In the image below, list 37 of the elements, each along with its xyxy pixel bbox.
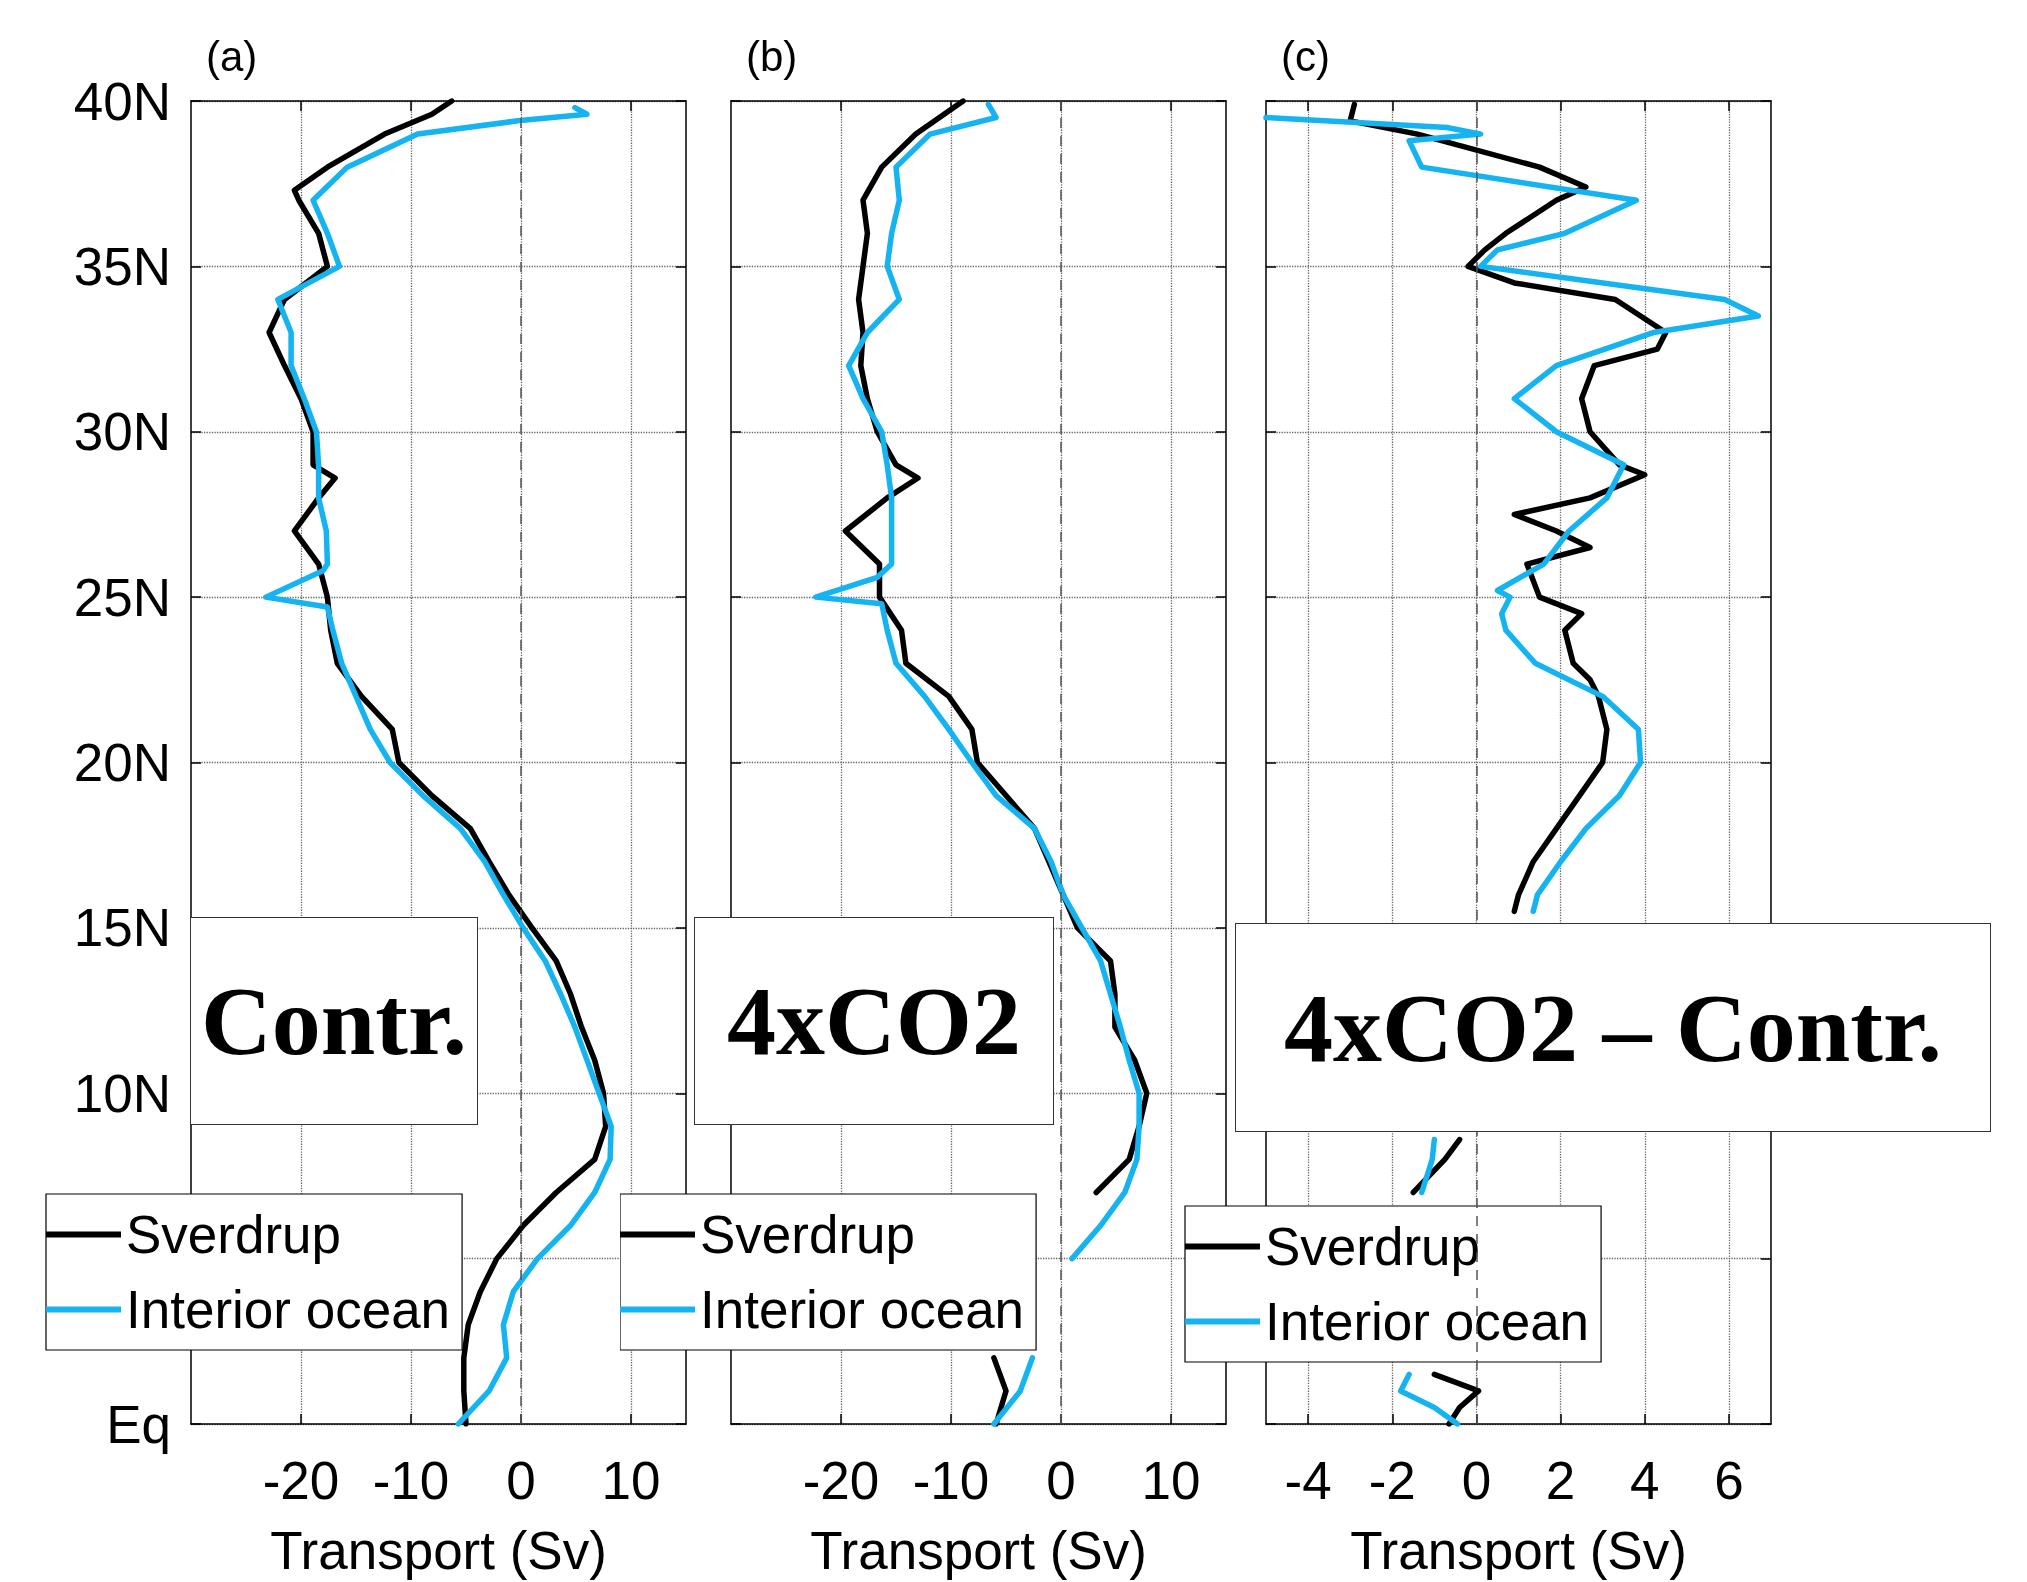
legend-label: Interior ocean — [126, 1280, 451, 1339]
x-tick-label: 10 — [601, 1451, 661, 1510]
x-tick-label: -20 — [262, 1451, 340, 1510]
y-tick-label: 30N — [73, 402, 171, 462]
x-tick-label: 0 — [1046, 1451, 1076, 1510]
x-tick-label: 0 — [1461, 1451, 1492, 1510]
y-tick-label: 25N — [73, 567, 171, 627]
chart-title: (a) — [206, 32, 258, 80]
x-tick-label: 4 — [1630, 1451, 1660, 1510]
x-tick-label: -10 — [372, 1451, 450, 1510]
legend-label: Interior ocean — [1265, 1292, 1590, 1351]
y-tick-label: Eq — [106, 1394, 171, 1454]
x-axis-title: Transport (Sv) — [270, 1521, 607, 1580]
y-tick-label: 20N — [73, 733, 171, 792]
x-tick-label: 10 — [1141, 1451, 1201, 1510]
x-tick-label: 0 — [506, 1451, 536, 1510]
chart-title: (b) — [746, 32, 798, 80]
x-tick-label: -10 — [912, 1451, 990, 1510]
x-tick-label: 6 — [1714, 1451, 1744, 1510]
legend-label: Sverdrup — [126, 1205, 342, 1264]
legend-label: Sverdrup — [700, 1205, 916, 1264]
chart-title: (c) — [1281, 32, 1330, 80]
annotation: 4xCO2 – Contr. — [1235, 923, 1991, 1132]
y-tick-label: 15N — [73, 898, 171, 958]
y-tick-label: 35N — [73, 236, 171, 296]
legend-label: Sverdrup — [1265, 1217, 1481, 1276]
annotation: 4xCO2 — [694, 917, 1054, 1125]
x-tick-label: 2 — [1545, 1451, 1576, 1510]
x-tick-label: -20 — [802, 1451, 880, 1510]
x-tick-label: -4 — [1284, 1451, 1332, 1510]
y-tick-label: 40N — [73, 71, 171, 131]
legend-label: Interior ocean — [700, 1280, 1025, 1339]
x-tick-label: -2 — [1368, 1451, 1416, 1510]
x-axis-title: Transport (Sv) — [1350, 1521, 1687, 1580]
annotation: Contr. — [190, 917, 478, 1125]
x-axis-title: Transport (Sv) — [810, 1521, 1147, 1580]
y-tick-label: 10N — [73, 1063, 171, 1123]
